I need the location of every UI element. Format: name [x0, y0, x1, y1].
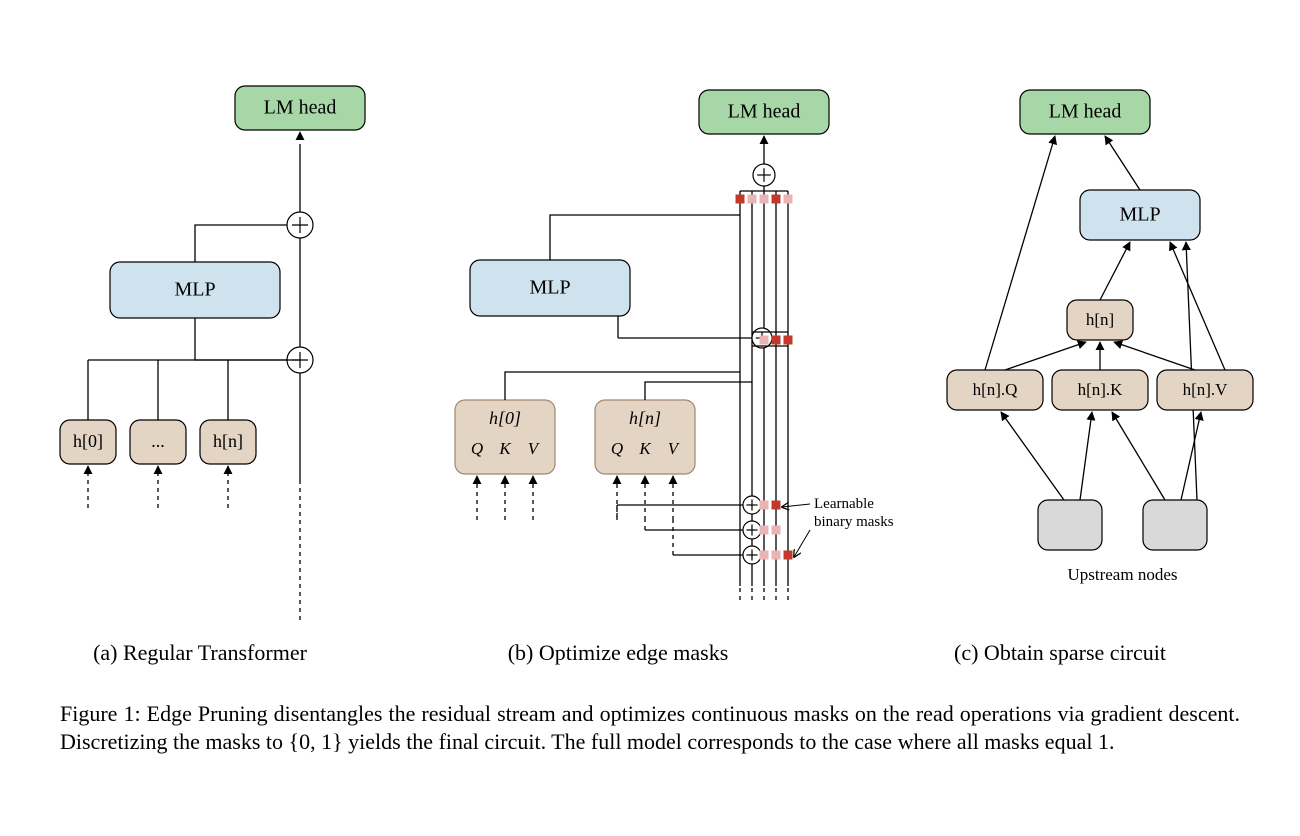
lm-head-box-b: LM head	[699, 90, 829, 134]
sum-node	[743, 546, 761, 564]
svg-text:h[n]: h[n]	[629, 408, 661, 428]
svg-text:K: K	[498, 439, 512, 458]
svg-text:MLP: MLP	[174, 279, 215, 301]
caption-tail: yields the final circuit. The full model…	[343, 729, 1115, 754]
diagram-svg: (a) Regular Transformer LM head MLP h[0]...…	[0, 0, 1300, 690]
mask-square	[760, 336, 769, 345]
mask-square	[760, 551, 769, 560]
mask-square	[760, 526, 769, 535]
hn-box-c: h[n]	[1067, 300, 1133, 340]
h0-box: h[0]	[60, 420, 116, 464]
svg-text:MLP: MLP	[529, 277, 570, 299]
mlp-box-c: MLP	[1080, 190, 1200, 240]
lm-head-box: LM head	[235, 86, 365, 130]
h0-qkv-block: h[0]QKV	[455, 400, 555, 520]
mask-square	[772, 501, 781, 510]
svg-text:Q: Q	[611, 439, 623, 458]
mask-square	[784, 195, 793, 204]
svg-text:Q: Q	[471, 439, 483, 458]
hdots-box: ...	[130, 420, 186, 464]
upstream-1	[1038, 500, 1102, 550]
svg-text:LM head: LM head	[264, 97, 337, 119]
panel-b: h[0]QKVh[n]QKVLearnablebinary masks(b) O…	[455, 136, 894, 665]
lm-head-box-c: LM head	[1020, 90, 1150, 134]
mask-square	[736, 195, 745, 204]
sum-node	[743, 496, 761, 514]
subcaption-c: (c) Obtain sparse circuit	[954, 640, 1166, 665]
svg-text:h[0]: h[0]	[489, 408, 521, 428]
upstream-2	[1143, 500, 1207, 550]
figure-caption: Figure 1: Edge Pruning disentangles the …	[60, 700, 1240, 755]
hnk-box: h[n].K	[1052, 370, 1148, 410]
hnq-box: h[n].Q	[947, 370, 1043, 410]
mask-square	[784, 551, 793, 560]
svg-text:h[n]: h[n]	[1086, 310, 1114, 329]
mask-square	[772, 551, 781, 560]
mask-square	[760, 195, 769, 204]
svg-text:h[n].Q: h[n].Q	[973, 380, 1018, 399]
svg-text:h[n]: h[n]	[213, 431, 243, 451]
mask-square	[772, 195, 781, 204]
svg-text:h[n].K: h[n].K	[1078, 380, 1124, 399]
caption-set: {0, 1}	[289, 729, 343, 754]
svg-text:MLP: MLP	[1119, 204, 1160, 226]
mask-square	[760, 501, 769, 510]
mlp-box: MLP	[110, 262, 280, 318]
hn-qkv-block: h[n]QKV	[595, 400, 695, 520]
subcaption-b: (b) Optimize edge masks	[508, 640, 729, 665]
figure-page: (a) Regular Transformer LM head MLP h[0]...…	[0, 0, 1300, 836]
sum-node	[287, 212, 313, 238]
sum-node	[743, 521, 761, 539]
panel-a: (a) Regular Transformer	[88, 132, 313, 665]
mlp-box-b: MLP	[470, 260, 630, 316]
svg-text:LM head: LM head	[728, 101, 801, 123]
annotation-learnable-1: Learnable	[814, 496, 874, 512]
mask-square	[748, 195, 757, 204]
sum-node	[753, 164, 775, 186]
svg-text:h[n].V: h[n].V	[1183, 380, 1229, 399]
upstream-label: Upstream nodes	[1067, 565, 1177, 584]
svg-text:LM head: LM head	[1049, 101, 1122, 123]
mask-square	[772, 336, 781, 345]
annotation-learnable-2: binary masks	[814, 514, 894, 530]
svg-text:h[0]: h[0]	[73, 431, 103, 451]
svg-text:K: K	[638, 439, 652, 458]
mask-square	[772, 526, 781, 535]
hn-box: h[n]	[200, 420, 256, 464]
hnv-box: h[n].V	[1157, 370, 1253, 410]
subcaption-a: (a) Regular Transformer	[93, 640, 308, 665]
mask-square	[784, 336, 793, 345]
svg-text:...: ...	[151, 431, 165, 451]
